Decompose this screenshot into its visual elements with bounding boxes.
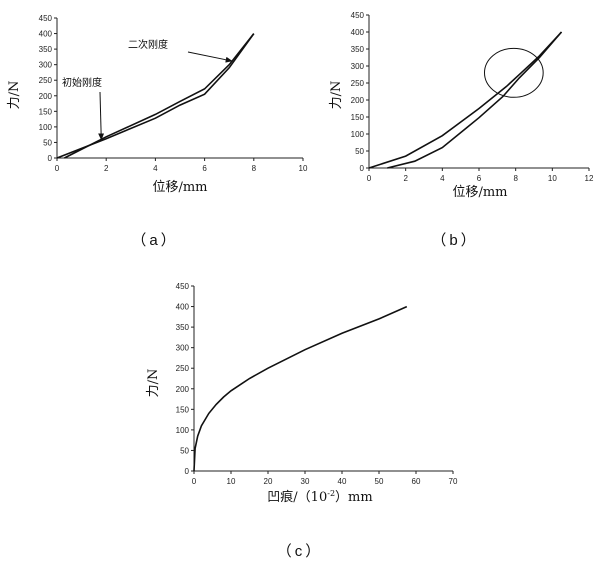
y-tick-label: 400 [351, 28, 365, 37]
series-line [64, 33, 255, 159]
x-tick-label: 12 [585, 174, 594, 183]
y-tick-label: 450 [39, 14, 53, 23]
y-tick-label: 250 [39, 76, 53, 85]
y-tick-label: 200 [351, 96, 365, 105]
x-tick-label: 0 [55, 164, 60, 173]
panel-label: （b） [431, 232, 478, 249]
highlight-circle [483, 47, 544, 98]
x-tick-label: 0 [367, 174, 372, 183]
y-tick-label: 100 [176, 426, 190, 435]
y-tick-label: 0 [360, 164, 365, 173]
y-tick-label: 50 [180, 446, 189, 455]
annotation-label: 初始刚度 [62, 76, 102, 89]
y-tick-label: 350 [39, 45, 53, 54]
x-tick-label: 8 [513, 174, 518, 183]
x-tick-label: 8 [252, 164, 257, 173]
y-tick-label: 250 [351, 79, 365, 88]
y-tick-label: 300 [176, 344, 190, 353]
series-line [387, 31, 563, 169]
y-axis-title: 力/N [146, 369, 161, 398]
x-tick-label: 6 [477, 174, 482, 183]
x-tick-label: 6 [202, 164, 207, 173]
panel-label: （c） [277, 543, 324, 560]
y-tick-label: 300 [351, 62, 365, 71]
x-axis-title: 凹痕/（10-2）mm [267, 489, 372, 505]
y-axis-title: 力/N [329, 81, 344, 110]
x-tick-label: 30 [301, 477, 310, 486]
y-tick-label: 350 [351, 45, 365, 54]
x-tick-label: 40 [338, 477, 347, 486]
x-tick-label: 50 [375, 477, 384, 486]
y-tick-label: 0 [48, 154, 53, 163]
y-tick-label: 50 [355, 147, 364, 156]
y-tick-label: 350 [176, 323, 190, 332]
x-axis-title: 位移/mm [152, 180, 207, 195]
y-tick-label: 0 [185, 467, 190, 476]
panel-b-chart: 0 50 100 150 200 250 300 350 400 450 0 2 4 6 8 10 12 力/N 位… [329, 11, 594, 249]
y-tick-label: 400 [39, 30, 53, 39]
series-line [368, 31, 563, 169]
y-tick-label: 100 [39, 123, 53, 132]
y-tick-label: 450 [176, 282, 190, 291]
x-tick-label: 10 [227, 477, 236, 486]
y-tick-label: 200 [176, 385, 190, 394]
series-line [56, 33, 255, 159]
x-tick-label: 10 [548, 174, 557, 183]
y-tick-label: 300 [39, 61, 53, 70]
y-tick-label: 200 [39, 92, 53, 101]
x-tick-label: 0 [192, 477, 197, 486]
y-tick-label: 150 [39, 107, 53, 116]
x-tick-label: 20 [264, 477, 273, 486]
x-tick-label: 10 [299, 164, 308, 173]
y-tick-label: 100 [351, 130, 365, 139]
annotation-arrow [187, 51, 233, 63]
y-tick-label: 250 [176, 364, 190, 373]
annotation-arrow [98, 91, 105, 141]
panel-c-chart: 0 50 100 150 200 250 300 350 400 450 0 10 20 30 40 50 60… [146, 282, 458, 560]
series-line [193, 305, 408, 472]
y-tick-label: 150 [351, 113, 365, 122]
x-tick-label: 4 [440, 174, 445, 183]
panel-a-chart: 0 50 100 150 200 250 300 350 400 450 0 2 4 6 8 10 力/N 位移/… [7, 14, 308, 249]
x-tick-label: 70 [449, 477, 458, 486]
y-tick-label: 450 [351, 11, 365, 20]
panel-label: （a） [131, 232, 178, 249]
y-tick-label: 50 [43, 138, 52, 147]
x-tick-label: 2 [104, 164, 109, 173]
annotation-label: 二次刚度 [128, 38, 168, 51]
x-axis-title: 位移/mm [452, 185, 507, 200]
y-axis-title: 力/N [7, 81, 22, 110]
x-tick-label: 60 [412, 477, 421, 486]
x-tick-label: 4 [153, 164, 158, 173]
y-tick-label: 150 [176, 405, 190, 414]
x-tick-label: 2 [403, 174, 408, 183]
y-tick-label: 400 [176, 303, 190, 312]
